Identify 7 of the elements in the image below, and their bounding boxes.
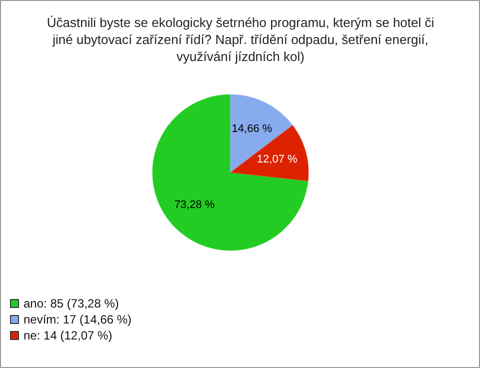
data-label: 73,28 % [174, 198, 215, 211]
chart-title: Účastnili byste se ekologicky šetrného programu, kterým se hotel či jiné ubytovací zařízení řídí? Např. třídění odpadu, šetření energií, využívání jízdních kol) [46, 15, 434, 64]
legend-label: ano: 85 (73,28 %) [24, 296, 119, 310]
data-label: 14,66 % [232, 123, 272, 136]
legend-label: nevím: 17 (14,66 %) [24, 312, 132, 326]
data-label: 12,07 % [256, 154, 298, 166]
legend-label: ne: 14 (12,07 %) [24, 328, 112, 342]
